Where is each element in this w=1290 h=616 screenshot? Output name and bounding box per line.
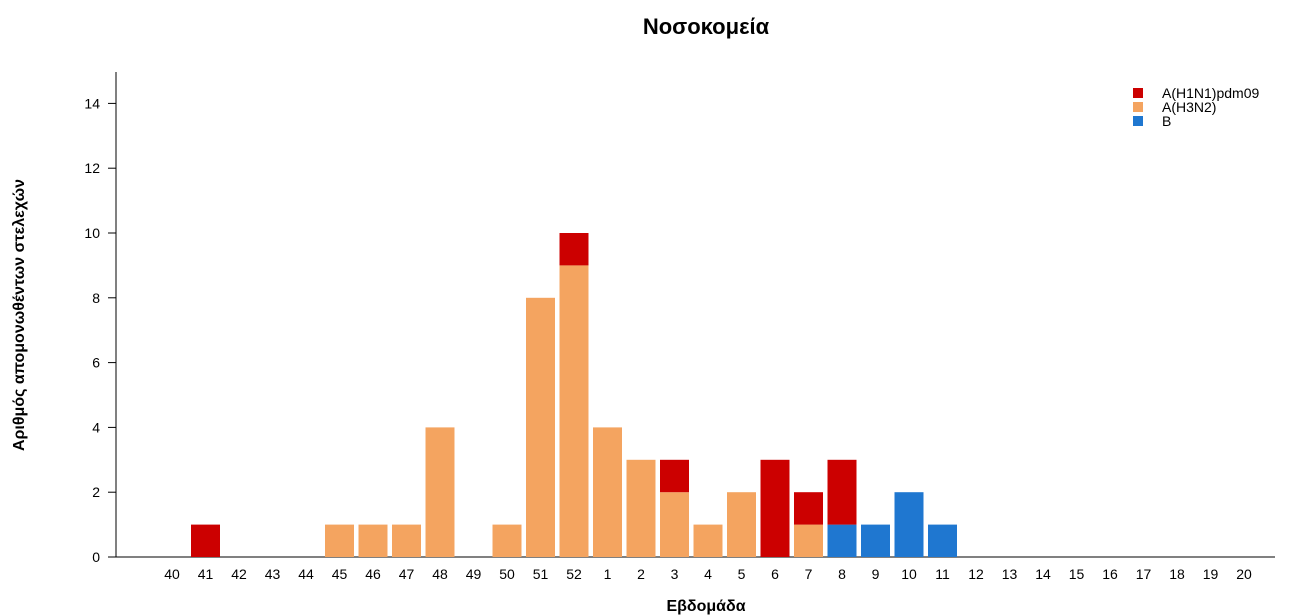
y-tick-label: 2 [92,484,100,500]
bar-segment [727,492,756,557]
bar-segment [861,525,890,557]
x-tick-label: 1 [604,566,612,582]
bar-segment [325,525,354,557]
x-tick-label: 20 [1236,566,1252,582]
bar-segment [627,460,656,557]
x-tick-label: 41 [198,566,214,582]
bar-segment [392,525,421,557]
bar-segment [828,460,857,525]
x-tick-label: 14 [1035,566,1051,582]
x-tick-label: 10 [901,566,917,582]
y-axis-ticks: 0 2 4 6 8 10 12 14 [84,95,116,565]
x-tick-label: 18 [1169,566,1185,582]
x-tick-label: 16 [1102,566,1118,582]
x-tick-label: 4 [704,566,712,582]
x-tick-label: 46 [365,566,381,582]
bar-segment [794,525,823,557]
legend-swatch [1133,88,1143,98]
x-tick-label: 51 [533,566,549,582]
bar-segment [593,427,622,557]
bar-segment [660,492,689,557]
x-tick-label: 49 [466,566,482,582]
x-tick-label: 52 [566,566,582,582]
x-tick-label: 15 [1069,566,1085,582]
bar-segment [660,460,689,492]
bar-segment [493,525,522,557]
x-tick-label: 44 [298,566,314,582]
x-tick-label: 48 [432,566,448,582]
legend-swatch [1133,102,1143,112]
x-tick-label: 2 [637,566,645,582]
x-tick-label: 47 [399,566,415,582]
bar-segment [191,525,220,557]
x-tick-label: 50 [499,566,515,582]
x-tick-label: 42 [231,566,247,582]
x-tick-label: 3 [671,566,679,582]
legend-label: B [1162,113,1171,129]
x-tick-label: 12 [968,566,984,582]
bar-segment [694,525,723,557]
bar-segment [928,525,957,557]
y-tick-label: 0 [92,549,100,565]
x-tick-label: 40 [164,566,180,582]
y-tick-label: 8 [92,290,100,306]
x-tick-label: 6 [771,566,779,582]
bar-segment [560,265,589,557]
x-tick-label: 19 [1203,566,1219,582]
x-tick-label: 7 [805,566,813,582]
x-tick-label: 5 [738,566,746,582]
bar-segment [895,492,924,557]
y-tick-label: 4 [92,419,100,435]
y-tick-label: 6 [92,355,100,371]
x-axis-label: Εβδομάδα [666,598,745,615]
x-tick-label: 43 [265,566,281,582]
y-tick-label: 14 [84,95,100,111]
x-axis-tick-labels: 40 41 42 43 44 45 46 47 48 49 50 51 52 1 2 3 4 5 6 7 8 9 10 11 1… [164,566,1252,582]
x-tick-label: 8 [838,566,846,582]
legend-swatch [1133,116,1143,126]
x-tick-label: 45 [332,566,348,582]
y-tick-label: 10 [84,225,100,241]
y-axis-label: Αριθμός απομονωθέντων στελεχών [11,179,28,451]
x-tick-label: 17 [1136,566,1152,582]
x-tick-label: 9 [872,566,880,582]
bar-segment [426,427,455,557]
bar-segment [828,525,857,557]
bar-segment [761,460,790,557]
bar-segment [560,233,589,265]
bars-group [191,233,957,557]
chart-title: Νοσοκομεία [643,14,770,39]
y-tick-label: 12 [84,160,100,176]
bar-segment [526,298,555,557]
bar-segment [359,525,388,557]
x-tick-label: 13 [1002,566,1018,582]
x-tick-label: 11 [935,566,950,582]
bar-segment [794,492,823,524]
